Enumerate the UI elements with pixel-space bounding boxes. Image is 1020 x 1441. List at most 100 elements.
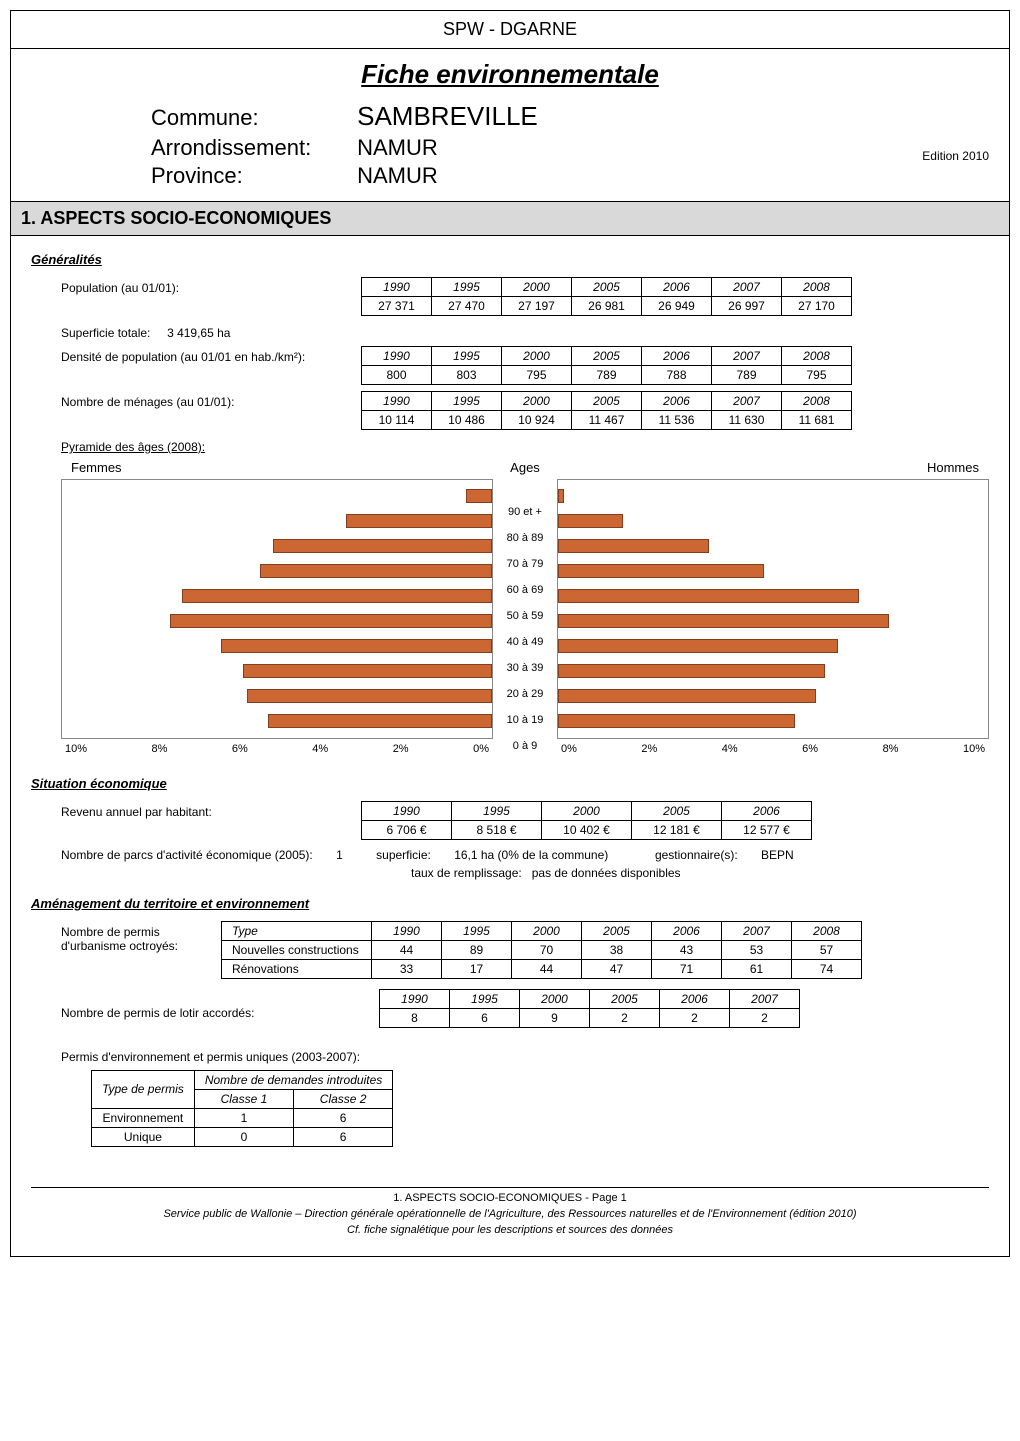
- province-value: NAMUR: [357, 163, 438, 188]
- pyramid-bar: [558, 489, 564, 503]
- pyramid-bar: [558, 514, 623, 528]
- value-cell: 10 114: [362, 410, 432, 429]
- superficie-value: 3 419,65 ha: [167, 326, 230, 340]
- age-band-label: 90 et +: [493, 507, 557, 518]
- value-cell: 1: [194, 1108, 293, 1127]
- x-tick: 0%: [473, 743, 489, 755]
- value-cell: 6 706 €: [362, 820, 452, 839]
- value-cell: 6: [450, 1008, 520, 1027]
- age-band-label: 10 à 19: [493, 715, 557, 726]
- x-tick: 4%: [722, 743, 738, 755]
- age-band-label: 40 à 49: [493, 637, 557, 648]
- pyramid-bar: [268, 714, 492, 728]
- year-header: 2007: [722, 921, 792, 940]
- value-cell: 10 486: [432, 410, 502, 429]
- value-cell: 26 981: [572, 296, 642, 315]
- admin-block: Commune: SAMBREVILLE Arrondissement: NAM…: [151, 100, 989, 191]
- pyramid-bar: [170, 614, 493, 628]
- commune-value: SAMBREVILLE: [357, 101, 538, 131]
- pyramid-bar: [346, 514, 492, 528]
- year-header: 1995: [452, 801, 542, 820]
- year-header: 2008: [792, 921, 862, 940]
- year-header: 1995: [432, 346, 502, 365]
- x-tick: 0%: [561, 743, 577, 755]
- taux-value: pas de données disponibles: [532, 866, 681, 880]
- pyramid-bar: [466, 489, 492, 503]
- value-cell: 6: [294, 1108, 393, 1127]
- year-header: 2006: [642, 346, 712, 365]
- fiche-title: Fiche environnementale: [31, 59, 989, 90]
- value-cell: 11 536: [642, 410, 712, 429]
- year-header: 2005: [572, 346, 642, 365]
- pyramid-bar: [558, 614, 889, 628]
- permis-urb-label2: d'urbanisme octroyés:: [61, 939, 221, 953]
- x-tick: 8%: [883, 743, 899, 755]
- arrondissement-label: Arrondissement:: [151, 134, 351, 163]
- footer-line2: Cf. fiche signalétique pour les descript…: [31, 1224, 989, 1236]
- age-band-label: 50 à 59: [493, 611, 557, 622]
- year-header: 2000: [520, 989, 590, 1008]
- type-cell: Rénovations: [222, 959, 372, 978]
- value-cell: 17: [442, 959, 512, 978]
- population-table: 199019952000200520062007200827 37127 470…: [361, 277, 852, 316]
- value-cell: 27 170: [782, 296, 852, 315]
- menages-table: 199019952000200520062007200810 11410 486…: [361, 391, 852, 430]
- superficie-label: Superficie totale:: [61, 326, 150, 340]
- pyramid-bar: [221, 639, 492, 653]
- generalites-subhead: Généralités: [31, 252, 989, 267]
- arrondissement-value: NAMUR: [357, 135, 438, 160]
- year-header: 2006: [642, 391, 712, 410]
- pyramid-bar: [558, 564, 764, 578]
- value-cell: 6: [294, 1127, 393, 1146]
- urbanisme-table: Type1990199520002005200620072008Nouvelle…: [221, 921, 862, 979]
- x-tick: 10%: [65, 743, 87, 755]
- parcs-label: Nombre de parcs d'activité économique (2…: [61, 848, 313, 862]
- value-cell: 8: [380, 1008, 450, 1027]
- section-1-header: 1. ASPECTS SOCIO-ECONOMIQUES: [11, 201, 1009, 236]
- commune-label: Commune:: [151, 104, 351, 133]
- value-cell: 43: [652, 940, 722, 959]
- parcs-superficie-value: 16,1 ha (0% de la commune): [454, 848, 608, 862]
- age-band-label: 20 à 29: [493, 689, 557, 700]
- value-cell: 71: [652, 959, 722, 978]
- value-cell: 2: [590, 1008, 660, 1027]
- year-header: 1995: [432, 391, 502, 410]
- parcs-count: 1: [336, 848, 343, 862]
- age-band-label: 0 à 9: [493, 741, 557, 752]
- x-tick: 10%: [963, 743, 985, 755]
- value-cell: 8 518 €: [452, 820, 542, 839]
- permenv-label: Permis d'environnement et permis uniques…: [61, 1050, 989, 1064]
- gestionnaire-label: gestionnaire(s):: [655, 848, 738, 862]
- value-cell: 9: [520, 1008, 590, 1027]
- value-cell: 12 181 €: [632, 820, 722, 839]
- permenv-table: Type de permisNombre de demandes introdu…: [91, 1070, 393, 1147]
- value-cell: 27 371: [362, 296, 432, 315]
- org-header: SPW - DGARNE: [11, 11, 1009, 49]
- year-header: 1990: [362, 277, 432, 296]
- value-cell: 74: [792, 959, 862, 978]
- value-cell: 12 577 €: [722, 820, 812, 839]
- pyramid-bar: [182, 589, 492, 603]
- pyramid-bar: [260, 564, 492, 578]
- population-label: Population (au 01/01):: [61, 277, 361, 295]
- value-cell: 2: [660, 1008, 730, 1027]
- menages-label: Nombre de ménages (au 01/01):: [61, 391, 361, 409]
- year-header: 2000: [502, 391, 572, 410]
- year-header: 2006: [652, 921, 722, 940]
- year-header: 1990: [380, 989, 450, 1008]
- year-header: 2007: [730, 989, 800, 1008]
- year-header: 1990: [362, 346, 432, 365]
- year-header: 2005: [572, 277, 642, 296]
- value-cell: 795: [502, 365, 572, 384]
- value-cell: 47: [582, 959, 652, 978]
- type-permis-header: Type de permis: [92, 1070, 195, 1108]
- permis-urb-label1: Nombre de permis: [61, 925, 221, 939]
- value-cell: 44: [372, 940, 442, 959]
- pyramide-title: Pyramide des âges (2008):: [61, 440, 989, 454]
- value-cell: 57: [792, 940, 862, 959]
- year-header: 2006: [660, 989, 730, 1008]
- pyramid-bar: [558, 589, 859, 603]
- femmes-label: Femmes: [71, 460, 493, 475]
- value-cell: 0: [194, 1127, 293, 1146]
- type-header: Type: [222, 921, 372, 940]
